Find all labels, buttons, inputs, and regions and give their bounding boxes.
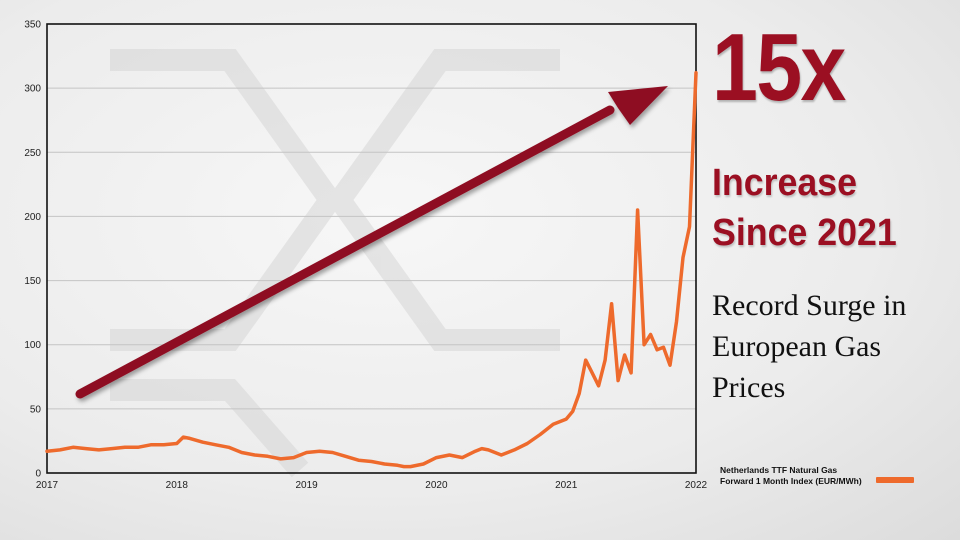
x-tick-label: 2018 (166, 480, 189, 491)
x-tick-label: 2022 (685, 480, 708, 491)
y-tick-label: 100 (24, 340, 41, 351)
legend-line-2: Forward 1 Month Index (EUR/MWh) (720, 476, 862, 486)
y-tick-label: 250 (24, 148, 41, 159)
headline-multiplier: 15x (712, 14, 846, 121)
subtitle-line-2: Since 2021 (712, 212, 897, 254)
plot-area-frame (46, 23, 697, 474)
y-tick-label: 0 (35, 469, 41, 480)
y-axis-ticks: 0 50 100 150 200 250 300 350 (24, 20, 41, 480)
trend-arrow (75, 86, 668, 399)
ttf-gas-price-line (45, 70, 698, 469)
x-axis-ticks: 2017 2018 2019 2020 2021 2022 (36, 480, 708, 491)
y-tick-label: 50 (30, 404, 42, 415)
legend-line-1: Netherlands TTF Natural Gas (720, 465, 838, 475)
tagline-line-3: Prices (712, 371, 786, 404)
y-tick-label: 350 (24, 20, 41, 31)
tagline-line-2: European Gas (712, 330, 882, 363)
y-tick-label: 300 (24, 84, 41, 95)
x-tick-label: 2017 (36, 480, 59, 491)
x-tick-label: 2019 (295, 480, 318, 491)
tagline-line-1: Record Surge in (712, 289, 907, 322)
x-tick-label: 2020 (425, 480, 448, 491)
headline-subtitle: Increase Since 2021 (712, 158, 897, 258)
legend-label: Netherlands TTF Natural Gas Forward 1 Mo… (720, 465, 862, 487)
y-tick-label: 200 (24, 212, 41, 223)
y-tick-label: 150 (24, 276, 41, 287)
x-tick-label: 2021 (555, 480, 578, 491)
legend-swatch (876, 477, 914, 483)
subtitle-line-1: Increase (712, 162, 857, 204)
tagline: Record Surge in European Gas Prices (712, 285, 906, 408)
